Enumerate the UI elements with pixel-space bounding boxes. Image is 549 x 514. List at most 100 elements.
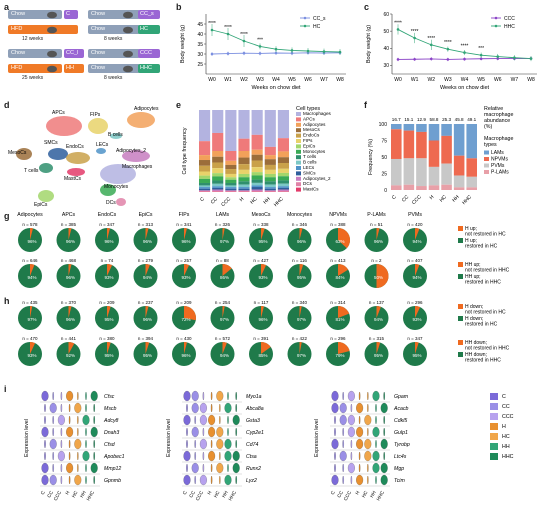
pie-not-restored [107,228,110,240]
pie-pct-label: 96% [66,239,75,244]
y-tick-label: 50 [383,29,389,35]
pie-not-restored [68,306,72,318]
significance-stars: **** [461,44,469,50]
cell-type-header: Monocytes [287,212,312,218]
pie-pct-label: 93% [258,275,267,280]
pie-not-restored [184,342,187,354]
pie-pct-label: 96% [181,239,190,244]
violin [372,462,380,474]
violin [342,475,344,485]
bar-segment [251,185,263,188]
legend-label: HHC [504,24,515,30]
pie-not-restored [222,228,225,240]
gene-label: Cfsc [104,394,115,400]
violin [49,474,57,486]
diet-box-chow-5: Chow [88,49,140,58]
violin [52,427,54,437]
bar-segment [416,158,427,187]
top-title: (%) [484,124,492,130]
violin [235,475,237,485]
x-tick-label: W0 [394,77,402,83]
violin [356,474,364,486]
pie-pct-label: 97% [27,317,36,322]
x-tick-label: CCC [411,194,423,206]
violin [199,438,207,450]
data-point [258,45,262,48]
pie-not-restored [145,228,149,240]
diet-box-chow-6: Chow [88,64,140,73]
violin [383,391,385,401]
gene-label: Cfsd [104,442,116,448]
data-point [242,51,246,55]
legend-swatch [458,352,463,357]
pie-n-label: n = 430 [176,336,192,341]
bar-segment [238,138,250,151]
legend-label: not restored in HHC [465,268,510,274]
x-tick-label: HH [262,196,272,206]
umap-label: MastCs [64,176,81,182]
pie-not-restored [376,228,380,240]
legend-swatch [296,155,301,160]
bar-segment [251,134,263,150]
violin [68,403,71,413]
violin [68,451,71,461]
y-tick-label: 35 [197,42,203,48]
umap-cluster [127,112,155,128]
pie-not-restored [30,306,33,318]
pie-not-restored [415,228,420,240]
legend-label: CC [502,404,510,410]
pie-pct-label: 96% [104,239,113,244]
violin [383,427,385,437]
pie-pct-label: 95% [374,353,383,358]
bar-segment [251,154,263,161]
pie-pct-label: 97% [297,317,306,322]
group-tag-ccc: CCC [138,49,160,58]
violin [334,415,336,425]
violin [199,474,207,486]
pie-pct-label: 94% [412,239,421,244]
legend-label: H down; [465,304,483,310]
bar-segment [212,180,224,184]
group-label: HC [361,490,370,499]
legend-label: MastCs [303,187,319,192]
umap-cluster [48,148,68,160]
umap-label: APCs [52,110,65,116]
bar-segment [251,160,263,168]
violin [202,451,205,461]
bar-segment [225,173,237,178]
pie-n-label: n = 254 [215,300,231,305]
violin [235,403,237,413]
violin [57,414,65,426]
bar-segment [264,155,276,160]
legend-label: HC [313,24,321,30]
bar-segment [277,176,289,181]
pie-not-restored [68,264,72,276]
data-point [396,58,400,61]
violin [232,450,240,462]
legend-marker [303,24,307,28]
violin [331,402,339,414]
violin [60,427,63,437]
umap-label: SMCs [44,140,58,146]
violin [77,463,79,473]
pie-pct-label: 93% [412,317,421,322]
bar-segment [238,164,250,170]
gene-label: Mmp12 [104,466,121,472]
x-tick-label: W4 [272,77,280,83]
violin [375,403,377,413]
group-label: HHC [376,490,387,502]
pie-pct-label: 96% [143,239,152,244]
legend-swatch [296,112,301,116]
x-tick-label: C [199,196,206,203]
legend-swatch [296,122,301,127]
violin [367,475,369,485]
bar-segment [212,168,224,174]
group-label: CC [336,490,345,499]
legend-swatch [296,117,301,122]
pie-pct-label: 96% [181,353,190,358]
bar-segment [212,173,224,177]
umap-label: Macrophages [122,164,153,170]
bar-segment [251,189,263,192]
bar-segment [466,187,477,190]
gene-label: Cyp2e1 [246,430,264,436]
